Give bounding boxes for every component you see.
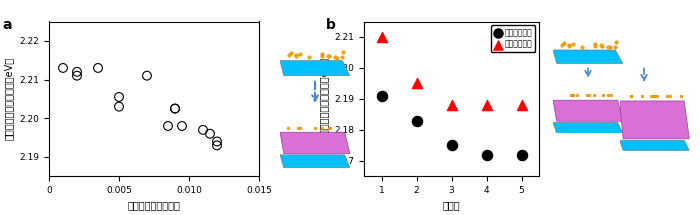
Text: b: b: [326, 18, 335, 32]
Y-axis label: 吸収ピークエネルギー（eV）: 吸収ピークエネルギー（eV）: [318, 57, 329, 140]
Point: [113, 105, 125, 108]
面内密度：低: [516, 103, 527, 107]
Polygon shape: [620, 101, 690, 139]
Point: [169, 107, 181, 110]
Point: [162, 124, 174, 128]
面内密度：高: [516, 153, 527, 156]
Point: [176, 124, 188, 128]
Point: [92, 66, 104, 70]
Y-axis label: 吸収ピークエネルギー（eV）: 吸収ピークエネルギー（eV）: [4, 57, 14, 140]
Point: [113, 95, 125, 99]
Point: [169, 107, 181, 110]
Point: [197, 128, 209, 132]
面内密度：低: [411, 82, 422, 85]
面内密度：低: [376, 35, 387, 39]
Point: [57, 66, 69, 70]
Point: [71, 70, 83, 74]
Polygon shape: [553, 123, 623, 133]
Polygon shape: [280, 132, 350, 154]
X-axis label: 単層試料の光学密度: 単層試料の光学密度: [127, 201, 181, 210]
面内密度：高: [411, 119, 422, 122]
Polygon shape: [280, 61, 350, 76]
Polygon shape: [620, 140, 690, 150]
Point: [211, 144, 223, 147]
Point: [204, 132, 216, 135]
Polygon shape: [553, 100, 623, 121]
面内密度：高: [446, 144, 457, 147]
面内密度：低: [481, 103, 492, 107]
Polygon shape: [280, 155, 350, 168]
Polygon shape: [553, 50, 623, 63]
X-axis label: 積層数: 積層数: [442, 201, 461, 210]
Point: [71, 74, 83, 77]
面内密度：低: [446, 103, 457, 107]
Point: [141, 74, 153, 77]
Point: [211, 140, 223, 143]
Text: a: a: [3, 18, 13, 32]
Legend: 面内密度：高, 面内密度：低: 面内密度：高, 面内密度：低: [491, 25, 536, 52]
面内密度：高: [481, 153, 492, 156]
面内密度：高: [376, 94, 387, 98]
